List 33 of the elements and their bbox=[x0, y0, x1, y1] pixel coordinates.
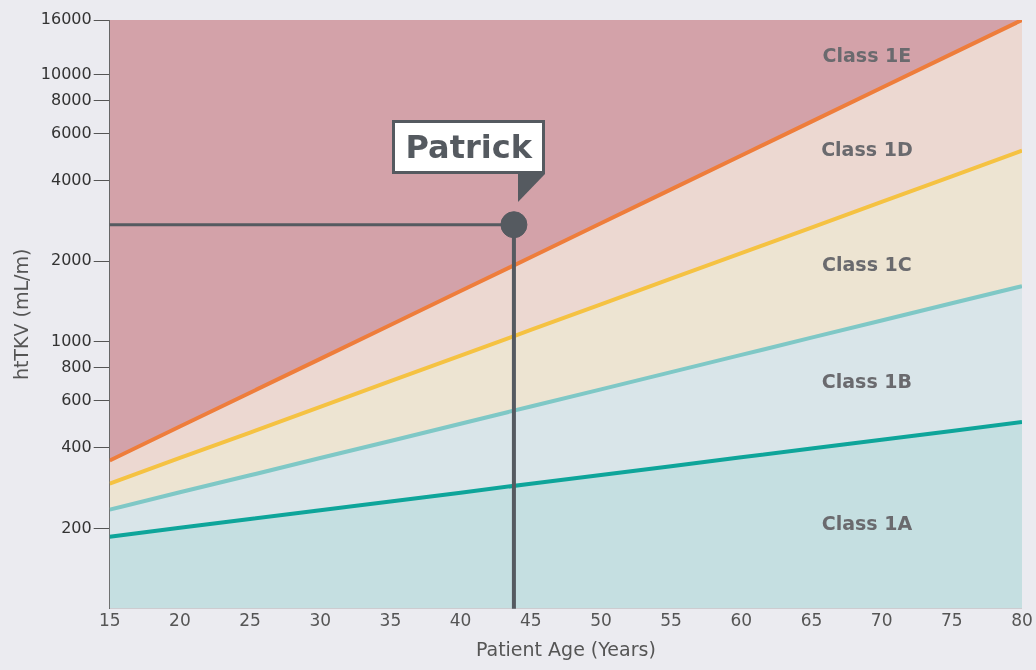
y-axis-title: htTKV (mL/m) bbox=[10, 248, 33, 381]
x-tick-label: 30 bbox=[309, 610, 332, 631]
x-tick-label: 80 bbox=[1011, 610, 1033, 631]
y-tick-label: 10000 bbox=[40, 63, 92, 83]
x-tick-label: 55 bbox=[660, 610, 682, 631]
y-tick-label: 6000 bbox=[50, 122, 92, 142]
x-tick-label: 35 bbox=[379, 610, 402, 631]
series-label: Class 1D bbox=[821, 138, 913, 161]
series-label: Patrick bbox=[392, 119, 545, 174]
series-label: Class 1C bbox=[822, 252, 912, 275]
band-label: Class 1E bbox=[822, 44, 912, 67]
y-tick-label: 600 bbox=[61, 390, 92, 410]
x-tick-label: 75 bbox=[941, 610, 963, 631]
x-axis-title: Patient Age (Years) bbox=[475, 637, 656, 660]
y-tick-label: 400 bbox=[61, 437, 92, 457]
x-tick-label: 20 bbox=[169, 610, 191, 631]
y-tick-label: 800 bbox=[61, 356, 92, 376]
x-tick-label: 50 bbox=[590, 610, 612, 631]
series-label: Class 1B bbox=[821, 369, 913, 392]
x-tick-label: 60 bbox=[730, 610, 753, 631]
series-label: Class 1A bbox=[821, 512, 913, 535]
x-tick-label: 15 bbox=[98, 610, 121, 631]
y-tick-label: 2000 bbox=[50, 250, 92, 270]
x-tick-label: 65 bbox=[800, 610, 823, 631]
y-tick-label: 4000 bbox=[50, 169, 92, 189]
x-tick-label: 45 bbox=[519, 610, 542, 631]
y-tick-label: 1000 bbox=[50, 330, 92, 350]
y-tick-label: 200 bbox=[61, 517, 92, 537]
x-tick-label: 70 bbox=[870, 610, 893, 631]
x-tick-label: 40 bbox=[449, 610, 472, 631]
y-tick-label: 8000 bbox=[50, 89, 92, 109]
y-tick-label: 16000 bbox=[40, 9, 92, 29]
x-tick-label: 25 bbox=[239, 610, 261, 631]
